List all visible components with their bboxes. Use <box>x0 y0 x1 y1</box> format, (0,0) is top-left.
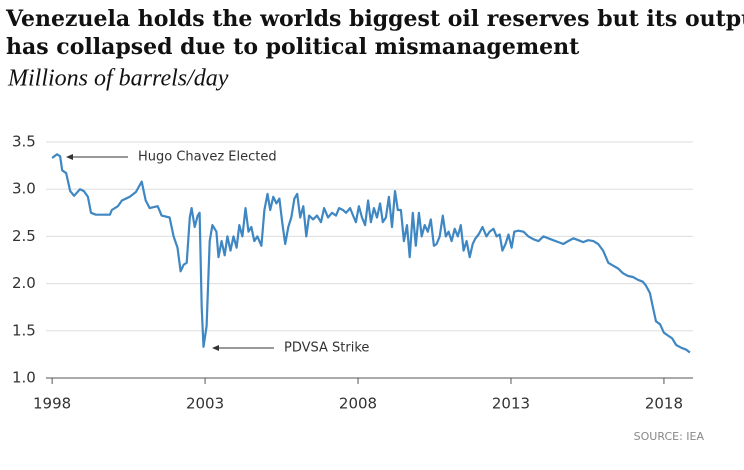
chart-subtitle: Millions of barrels/day <box>7 66 229 92</box>
y-tick-label: 1.5 <box>12 321 36 339</box>
y-tick-label: 1.0 <box>12 369 36 387</box>
arrow-head <box>66 154 73 160</box>
y-tick-label: 2.0 <box>12 274 36 292</box>
x-tick-label: 2013 <box>492 395 530 413</box>
annotation: Hugo Chavez Elected <box>138 150 277 165</box>
x-tick-label: 2018 <box>645 395 683 413</box>
arrow-head <box>212 345 219 351</box>
x-tick-label: 1998 <box>33 395 71 413</box>
x-tick-label: 2003 <box>186 395 224 413</box>
x-tick-label: 2008 <box>339 395 377 413</box>
chart-title: Venezuela holds the worlds biggest oil r… <box>5 6 744 60</box>
annotation: PDVSA Strike <box>284 341 369 356</box>
y-tick-label: 3.5 <box>12 133 36 151</box>
y-tick-label: 2.5 <box>12 227 36 245</box>
y-tick-label: 3.0 <box>12 180 36 198</box>
data-line <box>51 153 691 354</box>
source: SOURCE: IEA <box>634 430 705 443</box>
